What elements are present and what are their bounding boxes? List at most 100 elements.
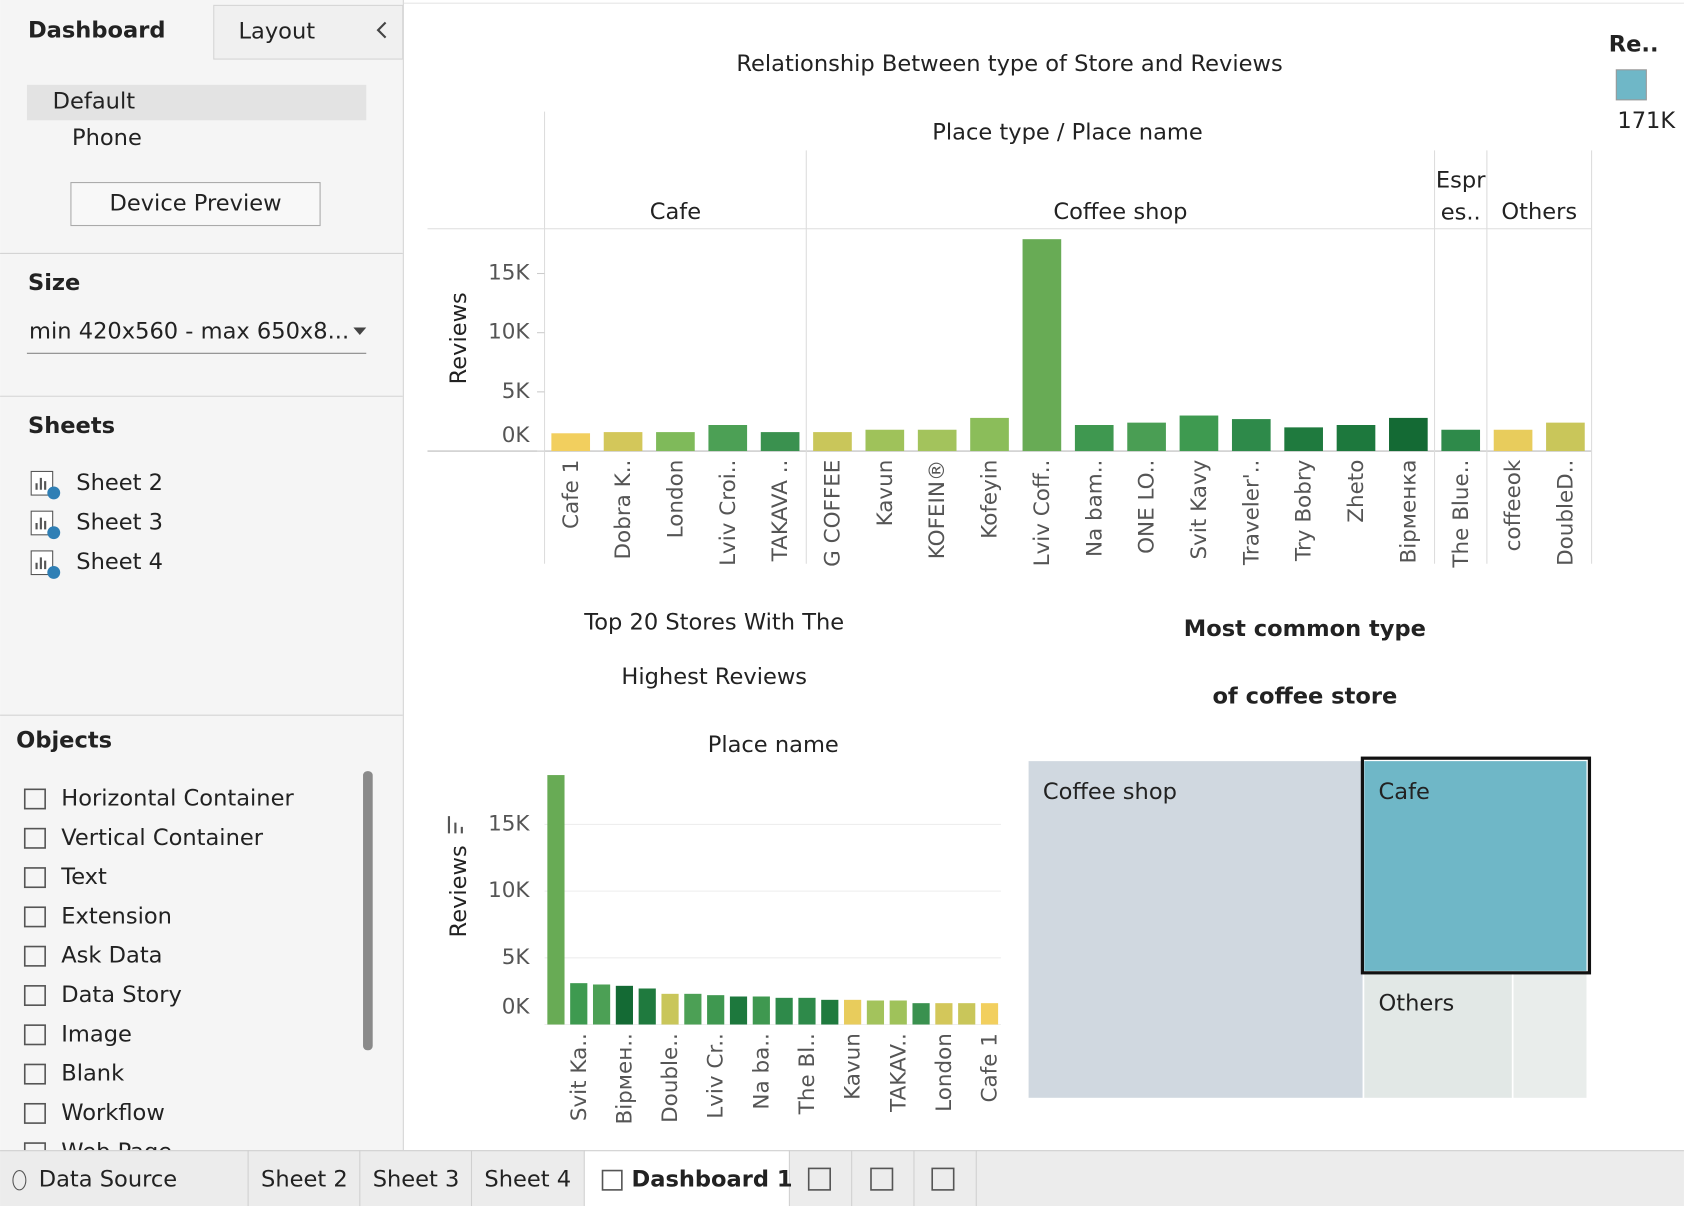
x-tick-label: TAKAV..	[886, 1033, 911, 1113]
sheet-tab[interactable]: Dashboard 1	[632, 1167, 793, 1193]
x-tick-label: Na bam..	[1082, 460, 1107, 557]
chart-title: Most common type	[1184, 616, 1426, 642]
object-name[interactable]: Ask Data	[61, 943, 162, 969]
x-tick-label: London	[932, 1033, 957, 1112]
treemap-cell[interactable]	[1362, 970, 1514, 1100]
bar[interactable]	[970, 417, 1009, 452]
bar[interactable]	[1441, 429, 1481, 452]
size-value[interactable]: min 420x560 - max 650x8...	[29, 318, 349, 344]
tab[interactable]: Dashboard	[28, 18, 166, 44]
bar[interactable]	[1074, 425, 1114, 452]
bar[interactable]	[1389, 417, 1428, 452]
sheet-icon	[35, 477, 47, 490]
scrollbar[interactable]	[363, 771, 373, 1051]
device[interactable]: Default	[53, 89, 136, 115]
bar[interactable]	[917, 429, 957, 452]
object-name[interactable]: Extension	[61, 903, 172, 929]
object-icon	[23, 906, 46, 928]
bar[interactable]	[684, 993, 702, 1025]
bar[interactable]	[775, 997, 793, 1025]
preview-button[interactable]	[70, 182, 321, 227]
bar[interactable]	[813, 432, 852, 452]
sheet-check	[47, 526, 61, 540]
bar[interactable]	[760, 432, 800, 452]
bar[interactable]	[638, 988, 656, 1025]
bar[interactable]	[980, 1003, 999, 1025]
object-icon	[23, 867, 46, 889]
new-sheet-icon[interactable]	[931, 1167, 955, 1191]
bar[interactable]	[1127, 422, 1166, 452]
bar[interactable]	[1493, 429, 1533, 452]
x-tick-label: Вірмен..	[612, 1033, 637, 1124]
collapse-icon[interactable]	[376, 21, 387, 39]
bar[interactable]	[1336, 425, 1376, 452]
bar[interactable]	[729, 996, 748, 1025]
bar[interactable]	[656, 432, 695, 452]
device[interactable]: Phone	[72, 125, 142, 151]
object-name[interactable]: Image	[61, 1021, 132, 1047]
x-tick-label: G COFFEE	[821, 460, 846, 567]
bar[interactable]	[1284, 427, 1323, 452]
bar[interactable]	[547, 775, 565, 1025]
bar[interactable]	[603, 432, 643, 452]
object-icon	[23, 1102, 46, 1124]
bar[interactable]	[958, 1003, 976, 1025]
new-sheet-icon[interactable]	[870, 1167, 894, 1191]
bar[interactable]	[889, 1000, 907, 1025]
dropdown-arrow[interactable]	[353, 327, 367, 336]
sheet-name[interactable]: Sheet 2	[76, 470, 163, 496]
sheet-name[interactable]: Sheet 4	[76, 549, 163, 575]
tab[interactable]: Layout	[238, 19, 315, 45]
new-sheet-icon[interactable]	[807, 1167, 831, 1191]
bar[interactable]	[708, 425, 748, 452]
bar[interactable]	[912, 1003, 930, 1025]
sheet-icon	[35, 557, 47, 570]
sheet-tab[interactable]: Sheet 3	[373, 1167, 460, 1193]
bar[interactable]	[844, 999, 862, 1025]
treemap-cell[interactable]	[1026, 759, 1365, 1100]
selected-device[interactable]	[26, 84, 367, 121]
sheet-tab[interactable]: Data Source	[39, 1167, 177, 1193]
bar[interactable]	[707, 995, 725, 1025]
object-name[interactable]: Vertical Container	[61, 825, 263, 851]
bar[interactable]	[865, 429, 905, 452]
bar[interactable]	[592, 984, 611, 1025]
x-tick-label: Double..	[658, 1033, 683, 1123]
object-name[interactable]: Horizontal Container	[61, 785, 294, 811]
bar[interactable]	[1022, 239, 1062, 452]
button-label[interactable]: Device Preview	[109, 191, 281, 217]
y-tick-label: 10K	[488, 878, 530, 903]
bar[interactable]	[866, 1000, 885, 1025]
x-tick-label: Cafe 1	[559, 460, 584, 529]
bar[interactable]	[1546, 422, 1585, 452]
bar[interactable]	[821, 999, 839, 1025]
sort-icon[interactable]	[447, 816, 463, 834]
treemap-cell[interactable]	[1511, 970, 1589, 1100]
bar[interactable]	[615, 985, 633, 1025]
treemap-label: Others	[1379, 990, 1455, 1016]
object-icon	[23, 788, 46, 810]
bar[interactable]	[1179, 415, 1219, 452]
x-tick-label: DoubleD..	[1553, 460, 1578, 566]
object-name[interactable]: Blank	[61, 1061, 124, 1087]
y-tick-label: 0K	[502, 994, 531, 1019]
object-name[interactable]: Text	[60, 864, 107, 890]
object-name[interactable]: Data Story	[61, 982, 182, 1008]
treemap-cell[interactable]	[1362, 759, 1589, 973]
x-tick-label: Try Bobry	[1292, 459, 1317, 562]
bar[interactable]	[935, 1003, 953, 1025]
bar[interactable]	[752, 996, 770, 1025]
object-name[interactable]: Workflow	[61, 1100, 165, 1126]
sheet-tab[interactable]: Sheet 2	[261, 1167, 348, 1193]
bar[interactable]	[551, 433, 591, 452]
x-tick-label: Svit Ka..	[567, 1033, 592, 1121]
bar[interactable]	[570, 983, 588, 1025]
sheet-tab[interactable]: Sheet 4	[484, 1167, 571, 1193]
bar[interactable]	[661, 993, 679, 1025]
chart-title: of coffee store	[1212, 683, 1397, 709]
layout-tab[interactable]	[213, 4, 404, 60]
bar[interactable]	[798, 997, 816, 1025]
bar[interactable]	[1231, 419, 1271, 452]
treemap-label: Coffee shop	[1043, 779, 1177, 805]
sheet-name[interactable]: Sheet 3	[76, 509, 163, 535]
